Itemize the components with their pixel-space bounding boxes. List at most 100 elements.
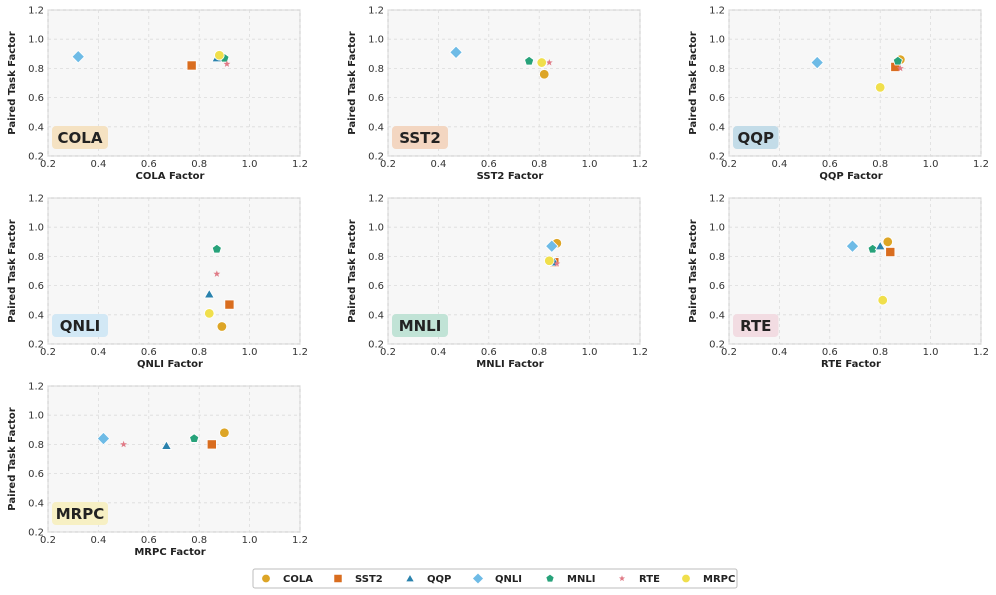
y-tick-label: 1.0 [709, 223, 725, 234]
y-tick-label: 0.8 [709, 64, 725, 75]
y-axis-label: Paired Task Factor [688, 219, 699, 323]
y-tick-label: 0.6 [709, 281, 725, 292]
x-tick-label: 0.8 [191, 535, 207, 546]
panel-rte: 0.20.2 0.4 0.4 0.6 0.6 0.8 0.8 1.0 1.0 1.2 1.2 RTE … [688, 194, 989, 371]
x-tick-label: 1.2 [632, 347, 648, 358]
x-tick-label: 1.0 [582, 347, 598, 358]
point-sst2 [885, 247, 896, 258]
task-badge [392, 126, 448, 149]
x-tick-label: 1.2 [973, 347, 989, 358]
x-tick-label: 0.6 [141, 347, 157, 358]
task-badge [392, 314, 448, 337]
x-tick-label: 0.4 [90, 159, 106, 170]
y-tick-label: 0.6 [709, 93, 725, 104]
point-rte [553, 260, 561, 267]
point-qqp [203, 288, 215, 299]
point-qnli [449, 45, 463, 60]
y-tick-label: 1.2 [28, 6, 44, 17]
y-axis-label: Paired Task Factor [7, 219, 18, 323]
x-tick-label: 0.2 [721, 347, 737, 358]
legend-label-cola: COLA [283, 574, 313, 585]
panel-cola: 0.20.2 0.4 0.4 0.6 0.6 0.8 0.8 1.0 1.0 1.2 1.2 COLA… [7, 6, 308, 183]
x-tick-label: 0.2 [721, 159, 737, 170]
x-tick-label: 1.0 [242, 159, 258, 170]
y-tick-label: 0.8 [28, 440, 44, 451]
point-qnli [845, 239, 860, 253]
legend: COLA SST2 QQP QNLI MNLI RTE MRPC [252, 568, 738, 589]
y-tick-label: 0.6 [368, 281, 384, 292]
legend-marker-sst2 [333, 573, 343, 584]
y-tick-label: 0.4 [709, 310, 725, 321]
x-tick-label: 0.4 [430, 347, 446, 358]
legend-label-sst2: SST2 [355, 574, 383, 585]
y-tick-label: 0.4 [28, 310, 44, 321]
task-badge-label: COLA [58, 129, 103, 147]
legend-marker-rte [618, 575, 626, 582]
task-badge [733, 314, 779, 337]
point-mnli [189, 433, 200, 443]
y-tick-label: 0.2 [28, 528, 44, 539]
point-mnli [867, 243, 878, 254]
x-axis-label: SST2 Factor [477, 171, 544, 182]
legend-label-mrpc: MRPC [703, 574, 735, 585]
x-axis-label: RTE Factor [821, 359, 881, 370]
x-axis-label: MNLI Factor [476, 359, 543, 370]
y-tick-label: 1.2 [709, 194, 725, 205]
legend-marker-mnli [545, 573, 555, 583]
y-tick-label: 0.2 [709, 340, 725, 351]
legend-marker-cola [261, 573, 271, 584]
point-mnli [892, 55, 903, 66]
legend-marker-mrpc [681, 573, 691, 584]
y-tick-label: 0.8 [368, 64, 384, 75]
panel-sst2: 0.20.2 0.4 0.4 0.6 0.6 0.8 0.8 1.0 1.0 1.2 1.2 SST2… [347, 6, 648, 183]
x-tick-label: 1.0 [582, 159, 598, 170]
x-tick-label: 0.6 [481, 347, 497, 358]
x-tick-label: 0.8 [872, 159, 888, 170]
y-tick-label: 1.2 [368, 6, 384, 17]
point-mrpc [214, 50, 225, 61]
x-tick-label: 1.0 [242, 535, 258, 546]
point-qnli [96, 431, 111, 446]
point-rte [223, 60, 231, 67]
x-tick-label: 0.2 [380, 159, 396, 170]
panel-mnli: 0.20.2 0.4 0.4 0.6 0.6 0.8 0.8 1.0 1.0 1.2 1.2 MNLI… [347, 194, 648, 371]
y-tick-label: 0.4 [28, 498, 44, 509]
legend-box [252, 568, 738, 589]
point-rte [213, 270, 221, 277]
x-tick-label: 0.2 [380, 347, 396, 358]
point-qnli [545, 239, 559, 253]
legend-label-qqp: QQP [427, 574, 451, 585]
point-sst2 [224, 299, 235, 310]
point-qqp [160, 440, 172, 450]
x-tick-label: 0.8 [872, 347, 888, 358]
y-axis-label: Paired Task Factor [7, 407, 18, 511]
x-tick-label: 0.8 [191, 159, 207, 170]
y-tick-label: 0.6 [28, 281, 44, 292]
x-tick-label: 1.2 [632, 159, 648, 170]
x-tick-label: 1.0 [923, 159, 939, 170]
point-mrpc [536, 57, 547, 68]
x-tick-label: 0.4 [430, 159, 446, 170]
legend-label-rte: RTE [639, 574, 660, 585]
y-tick-label: 1.0 [368, 35, 384, 46]
point-mrpc [204, 308, 215, 319]
x-tick-label: 1.2 [973, 159, 989, 170]
x-tick-label: 0.2 [40, 347, 56, 358]
x-tick-label: 0.6 [141, 159, 157, 170]
task-badge-label: MRPC [56, 505, 104, 523]
point-mrpc [875, 82, 886, 93]
y-tick-label: 1.2 [28, 194, 44, 205]
y-tick-label: 0.8 [28, 64, 44, 75]
y-tick-label: 0.2 [368, 340, 384, 351]
x-tick-label: 1.2 [292, 159, 308, 170]
point-mrpc [877, 295, 888, 306]
x-axis-label: MRPC Factor [134, 547, 205, 558]
point-cola [882, 236, 893, 248]
point-rte [896, 64, 904, 72]
legend-marker-qqp [404, 573, 416, 583]
x-tick-label: 1.2 [292, 347, 308, 358]
y-tick-label: 1.0 [28, 35, 44, 46]
x-tick-label: 0.2 [40, 159, 56, 170]
y-tick-label: 0.2 [709, 152, 725, 163]
